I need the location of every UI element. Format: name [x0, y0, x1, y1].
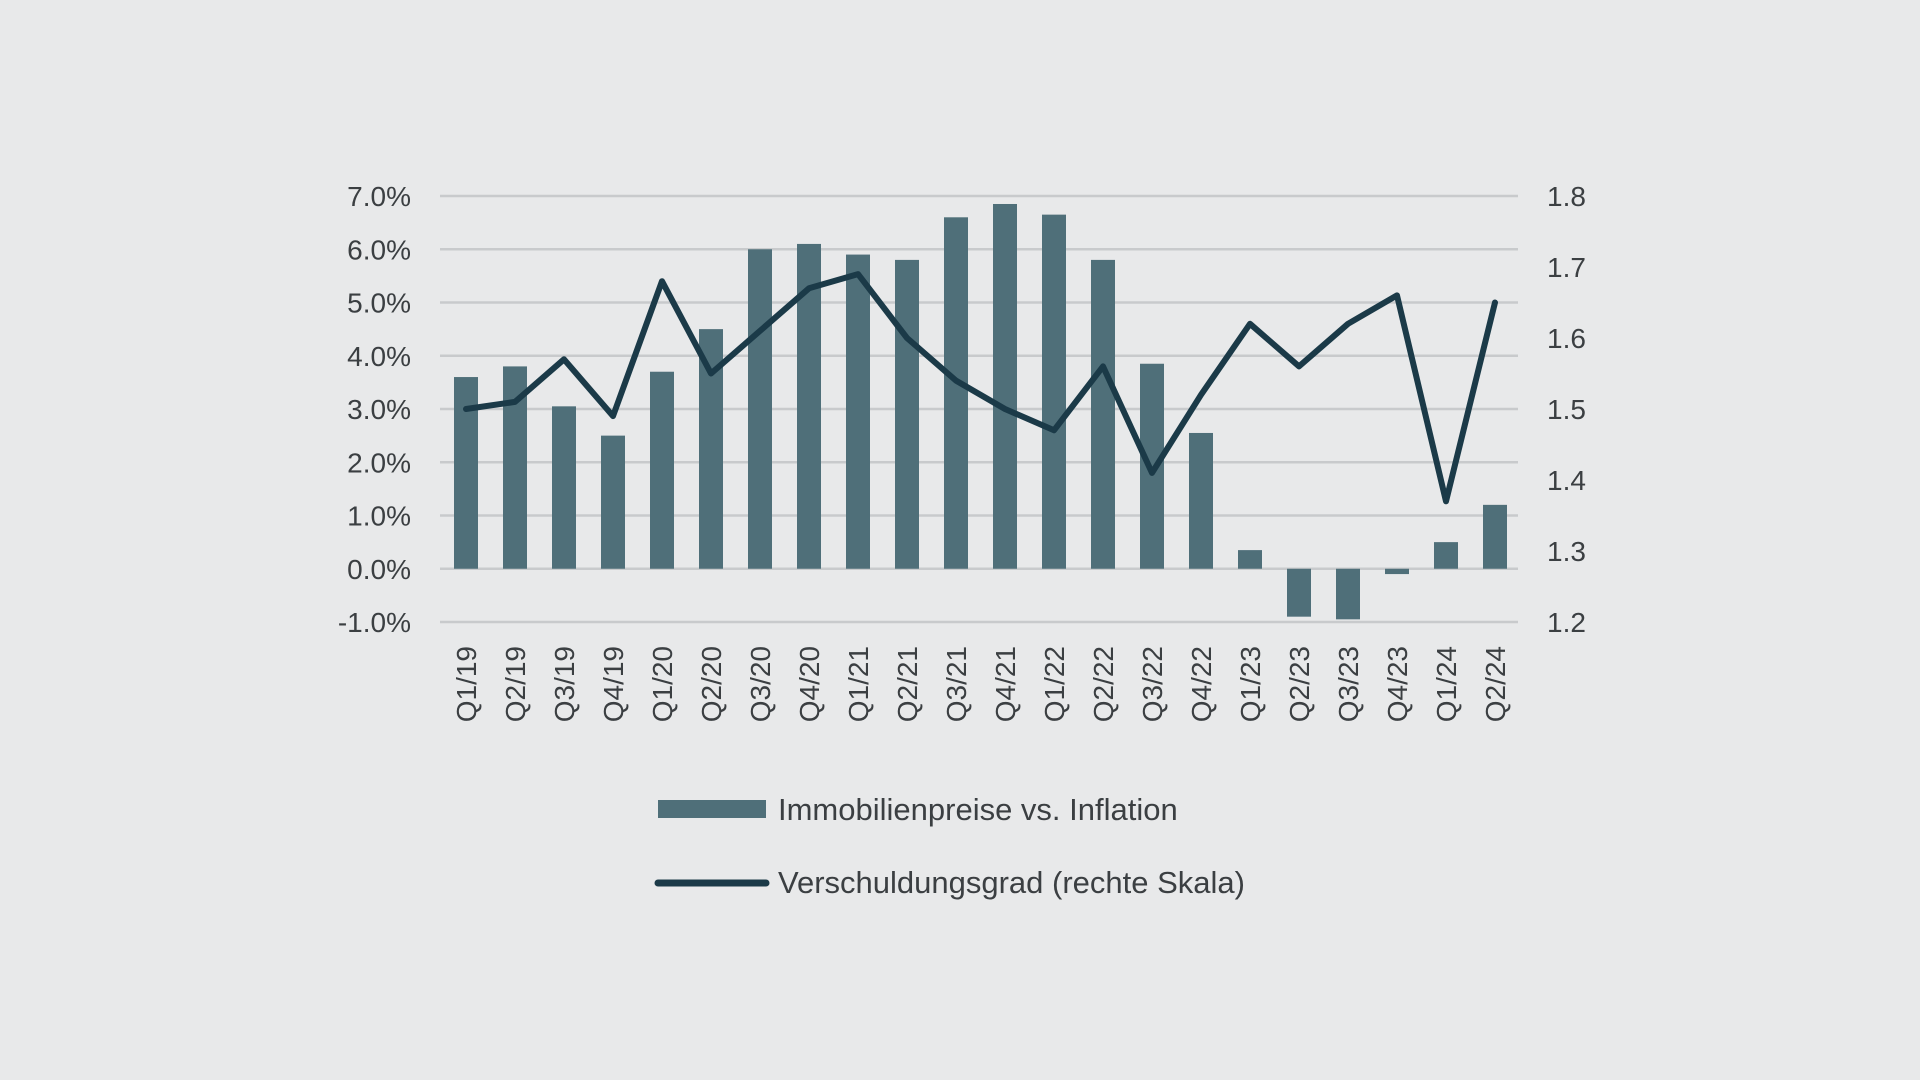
- bar-q2-21: [895, 259, 919, 569]
- x-tick-label: Q3/22: [1137, 646, 1168, 722]
- bar-q4-19: [601, 435, 625, 569]
- y-left-tick-label: 7.0%: [347, 181, 411, 212]
- bar-q1-20: [650, 371, 674, 569]
- x-tick-label: Q2/19: [500, 646, 531, 722]
- y-left-tick-label: 6.0%: [347, 234, 411, 265]
- bar-q3-23: [1336, 568, 1360, 620]
- y-right-tick-label: 1.3: [1547, 536, 1586, 567]
- y-right-tick-label: 1.6: [1547, 323, 1586, 354]
- x-tick-label: Q3/20: [745, 646, 776, 722]
- x-tick-label: Q2/23: [1284, 646, 1315, 722]
- x-tick-label: Q1/20: [647, 646, 678, 722]
- bar-q3-20: [748, 249, 772, 569]
- bar-q2-22: [1091, 259, 1115, 569]
- y-left-tick-label: 3.0%: [347, 394, 411, 425]
- x-tick-label: Q1/23: [1235, 646, 1266, 722]
- x-tick-label: Q1/19: [451, 646, 482, 722]
- x-tick-label: Q4/22: [1186, 646, 1217, 722]
- x-tick-label: Q2/24: [1480, 646, 1511, 722]
- y-left-tick-label: -1.0%: [338, 607, 411, 638]
- left-axis-ticks: 7.0% 6.0% 5.0% 4.0% 3.0% 2.0% 1.0% 0.0% -1.0%: [338, 181, 411, 638]
- y-left-tick-label: 2.0%: [347, 447, 411, 478]
- bar-q4-21: [993, 203, 1017, 569]
- bar-q1-22: [1042, 214, 1066, 569]
- bar-q2-23: [1287, 568, 1311, 617]
- y-left-tick-label: 5.0%: [347, 288, 411, 319]
- legend-line-label: Verschuldungsgrad (rechte Skala): [778, 865, 1245, 900]
- x-tick-label: Q4/20: [794, 646, 825, 722]
- x-tick-label: Q2/22: [1088, 646, 1119, 722]
- y-right-tick-label: 1.5: [1547, 394, 1586, 425]
- bar-q1-23: [1238, 550, 1262, 569]
- x-tick-label: Q3/23: [1333, 646, 1364, 722]
- x-tick-label: Q2/21: [892, 646, 923, 722]
- x-tick-label: Q4/21: [990, 646, 1021, 722]
- bar-q4-23: [1385, 568, 1409, 575]
- x-tick-label: Q3/21: [941, 646, 972, 722]
- right-axis-ticks: 1.8 1.7 1.6 1.5 1.4 1.3 1.2: [1547, 181, 1586, 638]
- x-tick-label: Q2/20: [696, 646, 727, 722]
- y-left-tick-label: 0.0%: [347, 554, 411, 585]
- x-tick-label: Q1/21: [843, 646, 874, 722]
- y-right-tick-label: 1.8: [1547, 181, 1586, 212]
- x-axis-ticks: Q1/19 Q2/19 Q3/19 Q4/19 Q1/20 Q2/20 Q3/20 Q4/20…: [451, 646, 1511, 722]
- bar-q1-24: [1434, 542, 1458, 569]
- x-tick-label: Q4/19: [598, 646, 629, 722]
- y-right-tick-label: 1.7: [1547, 252, 1586, 283]
- bar-q3-21: [944, 217, 968, 569]
- bar-q1-21: [846, 254, 870, 569]
- legend-bar-label: Immobilienpreise vs. Inflation: [778, 792, 1178, 827]
- bar-q4-22: [1189, 432, 1213, 569]
- x-tick-label: Q1/24: [1431, 646, 1462, 722]
- y-right-tick-label: 1.4: [1547, 465, 1586, 496]
- x-tick-label: Q3/19: [549, 646, 580, 722]
- y-left-tick-label: 4.0%: [347, 341, 411, 372]
- bar-q2-24: [1483, 504, 1507, 569]
- x-tick-label: Q1/22: [1039, 646, 1070, 722]
- bar-q3-19: [552, 406, 576, 569]
- line-verschuldungsgrad: [463, 271, 1498, 505]
- x-tick-label: Q4/23: [1382, 646, 1413, 722]
- y-right-tick-label: 1.2: [1547, 607, 1586, 638]
- line-series: [463, 271, 1498, 505]
- legend-bar-swatch: [658, 800, 766, 818]
- y-left-tick-label: 1.0%: [347, 501, 411, 532]
- legend: Immobilienpreise vs. Inflation Verschuld…: [654, 792, 1245, 900]
